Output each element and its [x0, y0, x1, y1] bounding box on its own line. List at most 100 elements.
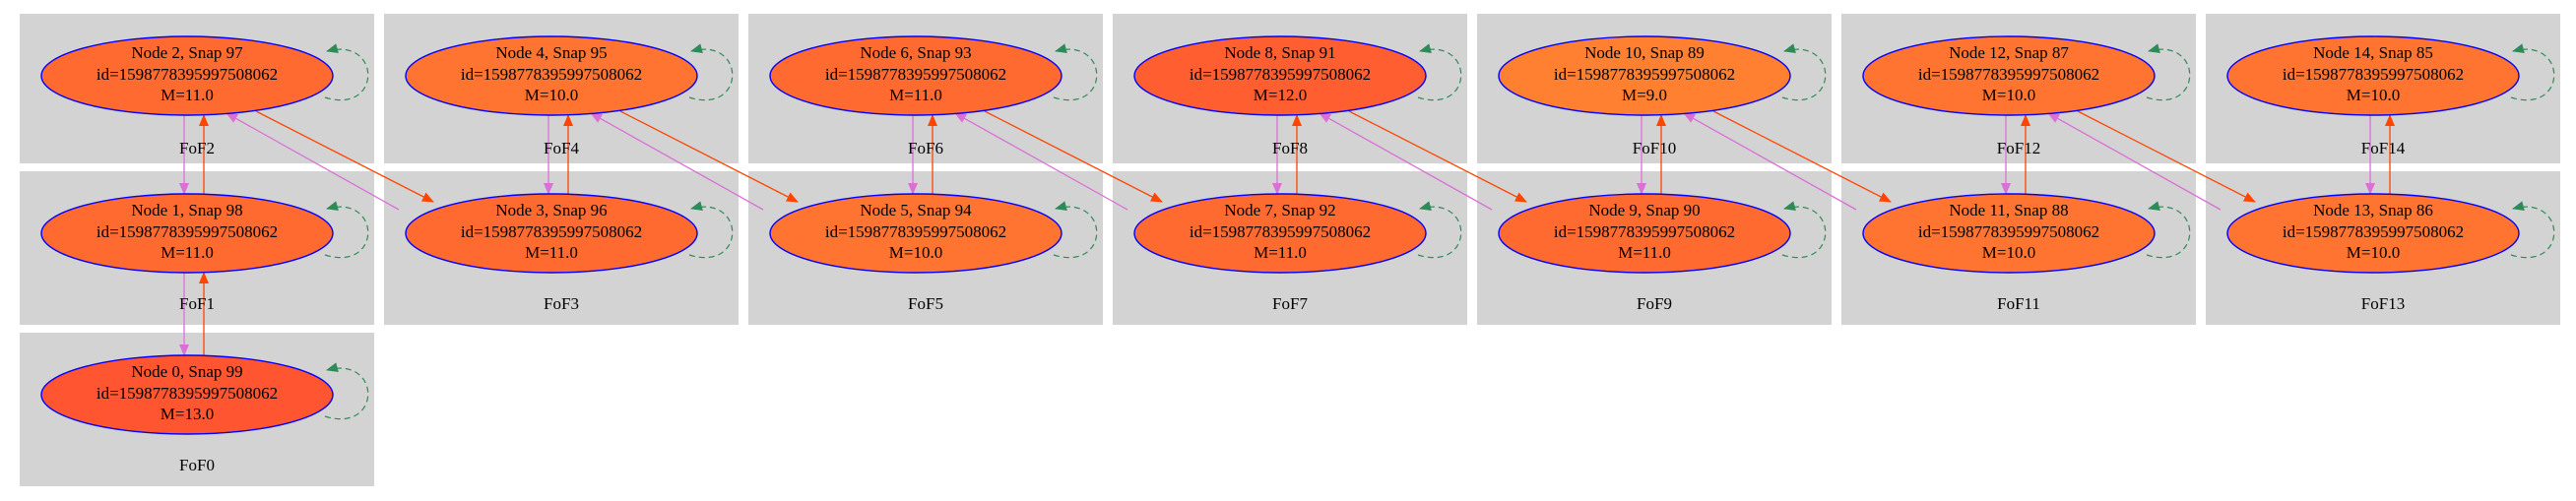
node-ellipse [1133, 193, 1427, 274]
node-id-line: id=1598778395997508062 [97, 65, 278, 84]
edge-descendant [954, 112, 1128, 211]
node-mass: M=10.0 [2347, 243, 2400, 262]
node-0: Node 0, Snap 99 id=1598778395997508062 M=1… [40, 354, 369, 435]
node-ellipse [40, 354, 334, 435]
node-id-line: id=1598778395997508062 [1190, 222, 1371, 241]
node-1: Node 1, Snap 98 id=1598778395997508062 M=1… [40, 193, 369, 274]
node-title: Node 1, Snap 98 [131, 201, 242, 219]
node-mass: M=11.0 [161, 243, 214, 262]
cluster-label-fof5: FoF5 [908, 294, 943, 313]
node-mass: M=11.0 [1254, 243, 1307, 262]
node-12: Node 12, Snap 87 id=1598778395997508062 M=… [1862, 35, 2191, 116]
node-2: Node 2, Snap 97 id=1598778395997508062 M=1… [40, 35, 369, 116]
node-title: Node 13, Snap 86 [2313, 201, 2433, 219]
node-id-line: id=1598778395997508062 [1190, 65, 1371, 84]
node-mass: M=12.0 [1254, 86, 1307, 104]
edge-descendant [225, 112, 400, 211]
node-7: Node 7, Snap 92 id=1598778395997508062 M=1… [1133, 193, 1462, 274]
node-title: Node 4, Snap 95 [495, 43, 607, 62]
node-8: Node 8, Snap 91 id=1598778395997508062 M=1… [1133, 35, 1462, 116]
node-title: Node 0, Snap 99 [131, 362, 242, 381]
edge-progenitor [2077, 110, 2256, 203]
node-id-line: id=1598778395997508062 [2283, 65, 2464, 84]
cluster-label-fof3: FoF3 [544, 294, 579, 313]
node-mass: M=10.0 [889, 243, 942, 262]
node-id-line: id=1598778395997508062 [2283, 222, 2464, 241]
node-mass: M=10.0 [1982, 243, 2035, 262]
node-mass: M=10.0 [525, 86, 578, 104]
nodes-layer: Node 0, Snap 99 id=1598778395997508062 M=1… [40, 35, 2555, 435]
node-3: Node 3, Snap 96 id=1598778395997508062 M=1… [405, 193, 734, 274]
node-ellipse [2226, 193, 2520, 274]
edge-progenitor [984, 110, 1163, 203]
node-ellipse [1862, 35, 2156, 116]
cluster-label-fof12: FoF12 [1997, 139, 2040, 157]
node-4: Node 4, Snap 95 id=1598778395997508062 M=1… [405, 35, 734, 116]
node-10: Node 10, Snap 89 id=1598778395997508062 M=… [1498, 35, 1827, 116]
node-11: Node 11, Snap 88 id=1598778395997508062 M=… [1862, 193, 2191, 274]
cluster-label-fof4: FoF4 [544, 139, 579, 157]
node-id-line: id=1598778395997508062 [1918, 222, 2099, 241]
node-5: Node 5, Snap 94 id=1598778395997508062 M=1… [769, 193, 1098, 274]
node-ellipse [769, 35, 1063, 116]
node-title: Node 9, Snap 90 [1588, 201, 1700, 219]
node-id-line: id=1598778395997508062 [1918, 65, 2099, 84]
edges-layer [179, 110, 2395, 357]
node-mass: M=10.0 [2347, 86, 2400, 104]
node-14: Node 14, Snap 85 id=1598778395997508062 M=… [2226, 35, 2555, 116]
edge-descendant [1683, 112, 1857, 211]
node-ellipse [1498, 193, 1791, 274]
cluster-label-fof1: FoF1 [179, 294, 215, 313]
node-mass: M=10.0 [1982, 86, 2035, 104]
node-title: Node 2, Snap 97 [131, 43, 243, 62]
node-id-line: id=1598778395997508062 [97, 384, 278, 403]
node-mass: M=11.0 [1618, 243, 1671, 262]
node-ellipse [40, 35, 334, 116]
node-title: Node 14, Snap 85 [2313, 43, 2433, 62]
node-title: Node 3, Snap 96 [495, 201, 607, 219]
cluster-label-fof0: FoF0 [179, 456, 215, 474]
node-title: Node 11, Snap 88 [1949, 201, 2068, 219]
edge-progenitor [255, 110, 434, 203]
cluster-label-fof2: FoF2 [179, 139, 215, 157]
node-id-line: id=1598778395997508062 [461, 65, 642, 84]
cluster-label-fof10: FoF10 [1633, 139, 1676, 157]
cluster-label-fof7: FoF7 [1272, 294, 1308, 313]
node-title: Node 5, Snap 94 [860, 201, 972, 219]
edge-progenitor [1712, 110, 1892, 203]
node-title: Node 8, Snap 91 [1224, 43, 1335, 62]
node-mass: M=11.0 [889, 86, 942, 104]
edge-descendant [2047, 112, 2222, 211]
node-id-line: id=1598778395997508062 [1554, 65, 1735, 84]
node-13: Node 13, Snap 86 id=1598778395997508062 M=… [2226, 193, 2555, 274]
node-ellipse [1862, 193, 2156, 274]
node-ellipse [405, 193, 698, 274]
node-id-line: id=1598778395997508062 [97, 222, 278, 241]
node-ellipse [1133, 35, 1427, 116]
edge-progenitor [1348, 110, 1527, 203]
node-title: Node 6, Snap 93 [860, 43, 971, 62]
node-mass: M=11.0 [525, 243, 578, 262]
edge-descendant [1319, 112, 1493, 211]
node-ellipse [2226, 35, 2520, 116]
node-ellipse [405, 35, 698, 116]
cluster-label-fof8: FoF8 [1272, 139, 1308, 157]
node-mass: M=9.0 [1622, 86, 1667, 104]
cluster-label-fof6: FoF6 [908, 139, 943, 157]
node-mass: M=11.0 [161, 86, 214, 104]
node-6: Node 6, Snap 93 id=1598778395997508062 M=1… [769, 35, 1098, 116]
node-9: Node 9, Snap 90 id=1598778395997508062 M=1… [1498, 193, 1827, 274]
node-id-line: id=1598778395997508062 [461, 222, 642, 241]
edge-descendant [590, 112, 764, 211]
node-title: Node 12, Snap 87 [1949, 43, 2069, 62]
cluster-label-fof9: FoF9 [1637, 294, 1672, 313]
node-mass: M=13.0 [161, 405, 214, 423]
node-ellipse [40, 193, 334, 274]
node-title: Node 7, Snap 92 [1224, 201, 1335, 219]
node-title: Node 10, Snap 89 [1584, 43, 1705, 62]
node-ellipse [769, 193, 1063, 274]
edge-progenitor [619, 110, 799, 203]
cluster-label-fof14: FoF14 [2361, 139, 2406, 157]
node-id-line: id=1598778395997508062 [825, 222, 1006, 241]
